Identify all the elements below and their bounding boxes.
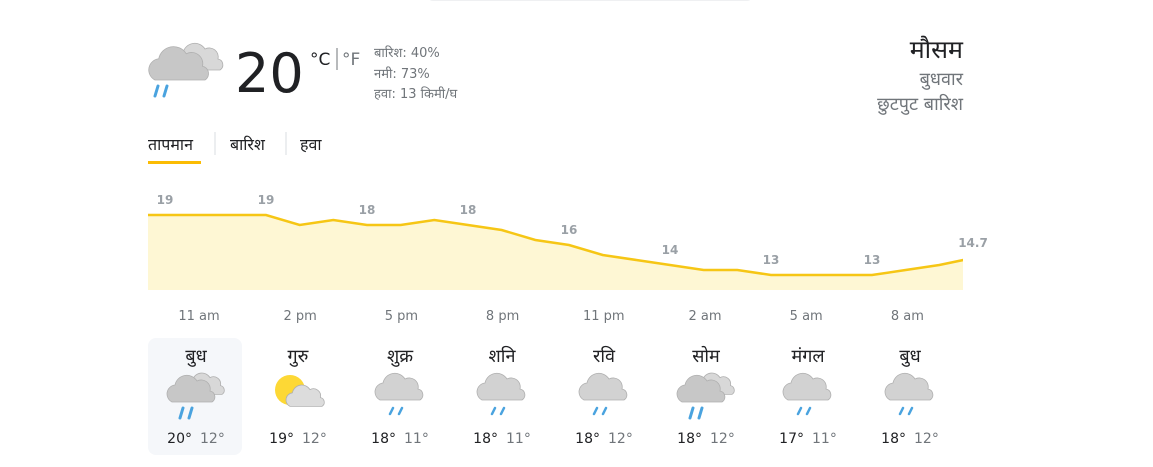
rain-drop: [499, 406, 506, 416]
rain-drop: [490, 406, 497, 416]
temperature-line: [148, 213, 963, 277]
rain-drop: [697, 406, 704, 420]
data-label: 14: [662, 243, 679, 257]
detail-line: बारिश: 40%: [374, 45, 440, 61]
day-name: गुरु: [288, 346, 309, 367]
tab-underline: [148, 161, 201, 164]
cloud: [166, 374, 216, 403]
header-condition: छुटपुट बारिश: [877, 93, 964, 115]
day-low: 11°: [812, 431, 837, 447]
time-label: 5 pm: [385, 309, 418, 324]
day-low: 12°: [710, 431, 735, 447]
unit-fahrenheit[interactable]: °F: [342, 50, 360, 70]
area-fill: [148, 215, 963, 290]
time-label: 8 pm: [486, 309, 519, 324]
day-name: रवि: [593, 345, 616, 367]
day-high: 19°: [269, 431, 294, 447]
rain-drop: [601, 406, 608, 416]
rain-drop: [898, 406, 905, 416]
day-high: 18°: [473, 431, 498, 447]
rain-drop: [796, 406, 803, 416]
rain-drop: [592, 406, 599, 416]
current-temperature: 20: [235, 42, 304, 105]
day-low: 12°: [914, 431, 939, 447]
day-high: 18°: [881, 431, 906, 447]
cloud: [782, 372, 832, 401]
data-label: 13: [864, 253, 881, 267]
day-column[interactable]: सोम 18° 12°: [676, 345, 735, 447]
day-column[interactable]: बुध 20° 12°: [166, 346, 225, 447]
cloud: [476, 372, 526, 401]
rain-drop: [162, 84, 169, 98]
data-label: 19: [258, 193, 275, 207]
day-high: 18°: [575, 431, 600, 447]
day-column[interactable]: शुक्र 18° 11°: [371, 346, 429, 447]
detail-line: हवा: 13 किमी/घ: [374, 86, 458, 102]
cloud: [374, 372, 424, 401]
data-label: 14.7: [958, 236, 988, 250]
day-name: सोम: [692, 345, 721, 367]
rain-drop: [153, 84, 160, 98]
rain-drop: [688, 406, 695, 420]
day-name: बुध: [185, 346, 207, 367]
data-label: 18: [460, 203, 477, 217]
tab[interactable]: हवा: [300, 135, 322, 154]
rain-drop: [187, 406, 194, 420]
day-high: 18°: [677, 431, 702, 447]
data-label: 19: [157, 193, 174, 207]
day-low: 12°: [608, 431, 633, 447]
day-low: 12°: [302, 431, 327, 447]
day-high: 20°: [167, 431, 192, 447]
detail-line: नमी: 73%: [374, 66, 430, 82]
day-column[interactable]: गुरु 19° 12°: [269, 346, 327, 447]
time-label: 5 am: [790, 309, 823, 324]
day-high: 17°: [779, 431, 804, 447]
day-low: 11°: [506, 431, 531, 447]
day-name: मंगल: [791, 346, 825, 367]
rain-drop: [907, 406, 914, 416]
data-label: 13: [763, 253, 780, 267]
cloud: [148, 46, 209, 81]
time-label: 8 am: [891, 309, 924, 324]
day-low: 11°: [404, 431, 429, 447]
data-label: 16: [561, 223, 578, 237]
day-name: बुध: [899, 346, 921, 367]
day-column[interactable]: शनि 18° 11°: [473, 345, 531, 447]
tab[interactable]: तापमान: [148, 135, 194, 154]
time-label: 2 am: [688, 309, 721, 324]
rain-drop: [805, 406, 812, 416]
day-high: 18°: [371, 431, 396, 447]
cloud: [285, 384, 325, 407]
day-low: 12°: [200, 431, 225, 447]
cloud: [578, 372, 628, 401]
day-column[interactable]: बुध 18° 12°: [881, 346, 939, 447]
rain-drop: [388, 406, 395, 416]
cloud: [676, 374, 726, 403]
rain-drop: [178, 406, 185, 420]
unit-celsius[interactable]: °C: [310, 50, 330, 70]
time-label: 11 am: [178, 309, 219, 324]
data-label: 18: [359, 203, 376, 217]
day-name: शनि: [489, 345, 517, 367]
day-column[interactable]: रवि 18° 12°: [575, 345, 633, 447]
tab[interactable]: बारिश: [230, 135, 266, 154]
cloud: [884, 372, 934, 401]
time-label: 2 pm: [284, 309, 317, 324]
header-title: मौसम: [910, 35, 964, 64]
header-day: बुधवार: [920, 69, 964, 90]
time-label: 11 pm: [583, 309, 625, 324]
current-icon: [148, 42, 224, 98]
rain-drop: [397, 406, 404, 416]
day-name: शुक्र: [387, 346, 414, 367]
day-column[interactable]: मंगल 17° 11°: [779, 346, 837, 447]
